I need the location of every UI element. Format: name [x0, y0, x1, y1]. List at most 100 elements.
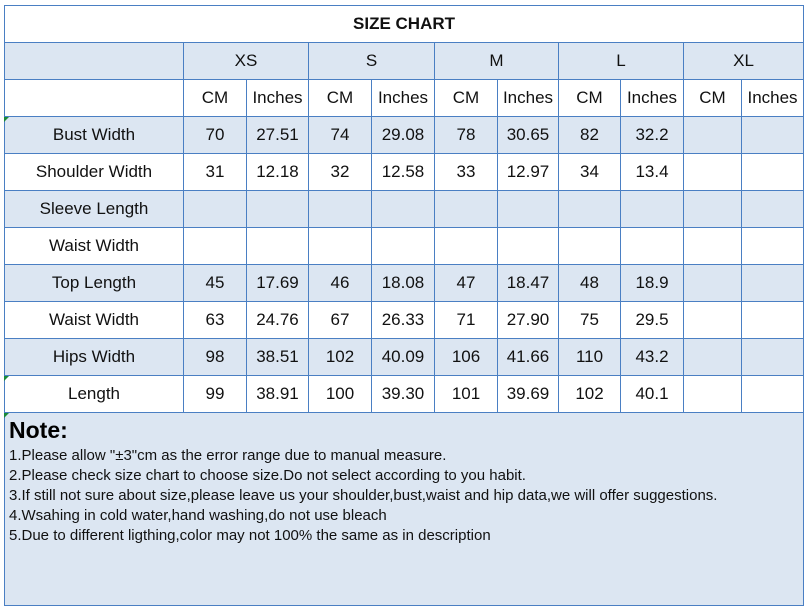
- measurement-cell: 75: [558, 301, 621, 339]
- measurement-cell: 39.69: [497, 375, 559, 413]
- measurement-cell: 70: [183, 116, 247, 154]
- unit-header: CM: [308, 79, 372, 117]
- size-chart: SIZE CHART XS S M L XL CM Inches CM Inch…: [3, 5, 805, 413]
- size-header: XS: [183, 42, 309, 80]
- cell-comment-marker: [4, 376, 9, 381]
- measurement-cell: 24.76: [246, 301, 309, 339]
- unit-header: Inches: [740, 79, 805, 117]
- unit-header: CM: [558, 79, 621, 117]
- measurement-cell: 106: [434, 338, 498, 376]
- note-line: 3.If still not sure about size,please le…: [9, 487, 718, 504]
- row-label: Length: [4, 375, 184, 413]
- measurement-cell: 27.51: [246, 116, 309, 154]
- measurement-cell: 100: [308, 375, 372, 413]
- measurement-cell: [740, 227, 805, 265]
- measurement-cell: 18.9: [620, 264, 684, 302]
- measurement-cell: [183, 190, 247, 228]
- measurement-cell: 38.91: [246, 375, 309, 413]
- measurement-cell: [740, 301, 805, 339]
- measurement-cell: 29.08: [371, 116, 435, 154]
- measurement-cell: 110: [558, 338, 621, 376]
- measurement-cell: 46: [308, 264, 372, 302]
- measurement-cell: 18.08: [371, 264, 435, 302]
- measurement-cell: [740, 338, 805, 376]
- measurement-cell: 99: [183, 375, 247, 413]
- measurement-cell: 18.47: [497, 264, 559, 302]
- measurement-cell: [620, 227, 684, 265]
- measurement-cell: [497, 190, 559, 228]
- measurement-cell: [308, 190, 372, 228]
- measurement-cell: 12.97: [497, 153, 559, 191]
- chart-title: SIZE CHART: [3, 5, 805, 43]
- measurement-cell: 71: [434, 301, 498, 339]
- measurement-cell: 12.58: [371, 153, 435, 191]
- unit-header: Inches: [246, 79, 309, 117]
- notes-heading: Note:: [9, 417, 68, 443]
- measurement-cell: 45: [183, 264, 247, 302]
- size-chart-table: SIZE CHART XS S M L XL CM Inches CM Inch…: [3, 5, 805, 413]
- measurement-cell: [434, 190, 498, 228]
- measurement-cell: [246, 227, 309, 265]
- note-line: 1.Please allow "±3"cm as the error range…: [9, 447, 447, 464]
- row-label: Hips Width: [4, 338, 184, 376]
- size-header: L: [558, 42, 684, 80]
- row-label: Bust Width: [4, 116, 184, 154]
- measurement-cell: 17.69: [246, 264, 309, 302]
- measurement-cell: 82: [558, 116, 621, 154]
- measurement-cell: 63: [183, 301, 247, 339]
- measurement-cell: [558, 190, 621, 228]
- measurement-cell: [434, 227, 498, 265]
- unit-header: Inches: [497, 79, 559, 117]
- measurement-cell: 48: [558, 264, 621, 302]
- note-line: 5.Due to different ligthing,color may no…: [9, 527, 491, 544]
- measurement-cell: [683, 116, 742, 154]
- measurement-cell: 13.4: [620, 153, 684, 191]
- row-label: Shoulder Width: [4, 153, 184, 191]
- measurement-cell: [683, 190, 742, 228]
- measurement-cell: 31: [183, 153, 247, 191]
- unit-header: CM: [683, 79, 742, 117]
- measurement-cell: [740, 264, 805, 302]
- measurement-cell: [246, 190, 309, 228]
- measurement-cell: 43.2: [620, 338, 684, 376]
- measurement-cell: 33: [434, 153, 498, 191]
- measurement-cell: 47: [434, 264, 498, 302]
- unit-header: CM: [434, 79, 498, 117]
- table-row: Hips Width 98 38.51 102 40.09 106 41.66 110 43.2: [4, 338, 805, 376]
- measurement-cell: [683, 227, 742, 265]
- measurement-cell: [740, 116, 805, 154]
- measurement-cell: [620, 190, 684, 228]
- table-row: Bust Width 70 27.51 74 29.08 78 30.65 82 32.2: [4, 116, 805, 154]
- measurement-cell: 41.66: [497, 338, 559, 376]
- row-label: Waist Width: [4, 301, 184, 339]
- measurement-cell: [371, 190, 435, 228]
- measurement-rows: Bust Width 70 27.51 74 29.08 78 30.65 82 32.2 Sho…: [4, 116, 805, 413]
- measurement-cell: [740, 375, 805, 413]
- measurement-cell: 101: [434, 375, 498, 413]
- row-label: Top Length: [4, 264, 184, 302]
- note-line: 4.Wsahing in cold water,hand washing,do …: [9, 507, 387, 524]
- measurement-cell: 40.09: [371, 338, 435, 376]
- notes-panel: Note: 1.Please allow "±3"cm as the error…: [4, 413, 804, 606]
- measurement-cell: [683, 264, 742, 302]
- cell-comment-marker: [4, 413, 9, 418]
- cell-comment-marker: [4, 117, 9, 122]
- measurement-cell: [683, 338, 742, 376]
- measurement-cell: 34: [558, 153, 621, 191]
- measurement-cell: [740, 153, 805, 191]
- unit-header: Inches: [371, 79, 435, 117]
- measurement-cell: 98: [183, 338, 247, 376]
- measurement-cell: [308, 227, 372, 265]
- measurement-cell: [371, 227, 435, 265]
- unit-header: CM: [183, 79, 247, 117]
- measurement-cell: [558, 227, 621, 265]
- measurement-cell: [183, 227, 247, 265]
- measurement-cell: 102: [558, 375, 621, 413]
- measurement-cell: 39.30: [371, 375, 435, 413]
- table-row: Shoulder Width 31 12.18 32 12.58 33 12.97 34 13.…: [4, 153, 805, 191]
- note-line: 2.Please check size chart to choose size…: [9, 467, 526, 484]
- measurement-cell: 40.1: [620, 375, 684, 413]
- corner-cell: [4, 79, 184, 117]
- measurement-cell: [683, 301, 742, 339]
- size-header: S: [308, 42, 435, 80]
